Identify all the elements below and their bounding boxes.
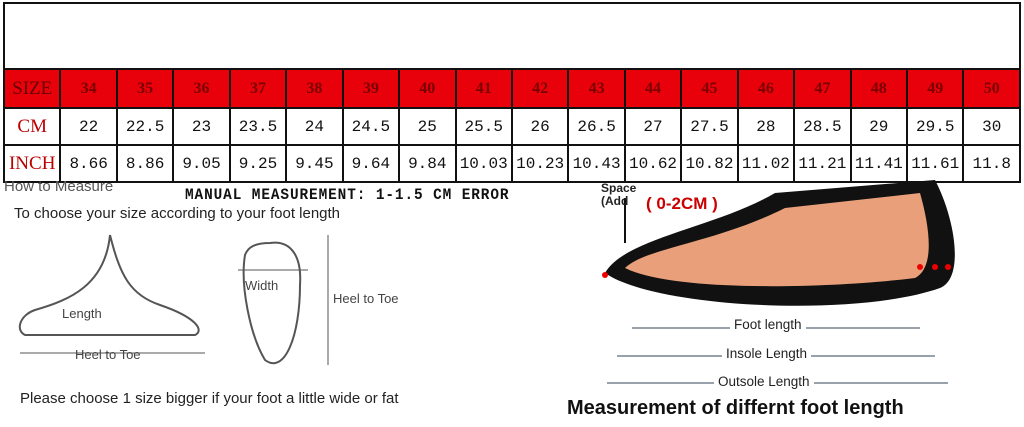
size-cell: 47 — [793, 68, 852, 109]
inch-cell: 10.62 — [623, 144, 683, 183]
cm-cell: 28 — [736, 107, 796, 146]
inch-cell: 10.43 — [567, 144, 626, 183]
inch-cell: 11.21 — [793, 144, 852, 183]
size-cell: 46 — [736, 68, 796, 109]
cm-cell: 24.5 — [341, 107, 401, 146]
inch-cell: 8.86 — [115, 144, 175, 183]
heel-to-toe-label: Heel to Toe — [75, 347, 141, 362]
inch-cell: 10.23 — [510, 144, 570, 183]
size-cell: 50 — [962, 68, 1021, 109]
inch-cell: 9.45 — [285, 144, 344, 183]
size-cell: 36 — [172, 68, 231, 109]
length-label: Length — [62, 306, 102, 321]
size-cell: 34 — [59, 68, 118, 109]
cm-cell: 23.5 — [228, 107, 288, 146]
outsole-length-label: Outsole Length — [714, 374, 814, 389]
size-cell: 49 — [905, 68, 965, 109]
inch-cell: 11.8 — [962, 144, 1021, 183]
inch-cell: 9.25 — [228, 144, 288, 183]
size-advice: Please choose 1 size bigger if your foot… — [20, 390, 399, 407]
inch-cell: 10.82 — [680, 144, 739, 183]
width-label: Width — [245, 278, 279, 293]
size-row: SIZE 34 35 36 37 38 39 40 41 42 43 44 45 46 47 48 49 50 — [2, 68, 1021, 109]
cm-cell: 27.5 — [680, 107, 739, 146]
add-text: (Add — [601, 194, 629, 208]
space-text: Space — [601, 181, 637, 195]
size-cell: 37 — [228, 68, 288, 109]
size-cell: 38 — [285, 68, 344, 109]
foot-measure-illustration — [18, 234, 329, 365]
size-cell: 39 — [341, 68, 401, 109]
inch-cell: 9.84 — [398, 144, 457, 183]
cm-cell: 24 — [285, 107, 344, 146]
cm-cell: 23 — [172, 107, 231, 146]
size-cell: 48 — [849, 68, 909, 109]
measurement-title: Measurement of differnt foot length — [567, 397, 904, 419]
inch-row: INCH 8.66 8.86 9.05 9.25 9.45 9.64 9.84 10.03 10.… — [2, 144, 1021, 183]
manual-measurement-note: MANUAL MEASUREMENT: 1-1.5 CM ERROR — [185, 186, 510, 204]
cm-row: CM 22 22.5 23 23.5 24 24.5 25 25.5 26 26.5 27 27.5 28… — [2, 107, 1021, 146]
space-value: ( 0-2CM ) — [646, 194, 718, 213]
size-cell: 43 — [567, 68, 626, 109]
inch-cell: 11.61 — [905, 144, 965, 183]
cm-label: CM — [2, 107, 62, 146]
size-label: SIZE — [2, 68, 62, 109]
shoe-foot-illustration — [602, 180, 955, 384]
cm-cell: 27 — [623, 107, 683, 146]
cm-cell: 29 — [849, 107, 909, 146]
size-cell: 40 — [398, 68, 457, 109]
size-chart-table: SIZE 34 35 36 37 38 39 40 41 42 43 44 45 46 47 48 49 50 C… — [2, 68, 1021, 183]
cm-cell: 26 — [510, 107, 570, 146]
size-cell: 44 — [623, 68, 683, 109]
size-cell: 45 — [680, 68, 739, 109]
cm-cell: 25 — [398, 107, 457, 146]
inch-cell: 10.03 — [454, 144, 513, 183]
size-cell: 42 — [510, 68, 570, 109]
cm-cell: 22.5 — [115, 107, 175, 146]
foot-length-label: Foot length — [730, 317, 806, 332]
cm-cell: 29.5 — [905, 107, 965, 146]
space-label: Space (Add — [601, 182, 636, 208]
insole-length-label: Insole Length — [722, 346, 812, 361]
inch-cell: 9.05 — [172, 144, 231, 183]
blank-header-area — [3, 2, 1021, 68]
cm-cell: 26.5 — [567, 107, 626, 146]
inch-cell: 8.66 — [59, 144, 118, 183]
inch-cell: 9.64 — [341, 144, 401, 183]
size-cell: 41 — [454, 68, 513, 109]
inch-cell: 11.41 — [849, 144, 909, 183]
cm-cell: 28.5 — [793, 107, 852, 146]
cm-cell: 25.5 — [454, 107, 513, 146]
choose-size-instruction: To choose your size according to your fo… — [14, 205, 341, 222]
heel-to-toe-label-2: Heel to Toe — [333, 291, 399, 306]
inch-cell: 11.02 — [736, 144, 796, 183]
cm-cell: 22 — [59, 107, 118, 146]
how-to-measure-heading: How to Measure — [4, 178, 114, 195]
cm-cell: 30 — [962, 107, 1021, 146]
inch-label: INCH — [2, 144, 62, 183]
size-cell: 35 — [115, 68, 175, 109]
